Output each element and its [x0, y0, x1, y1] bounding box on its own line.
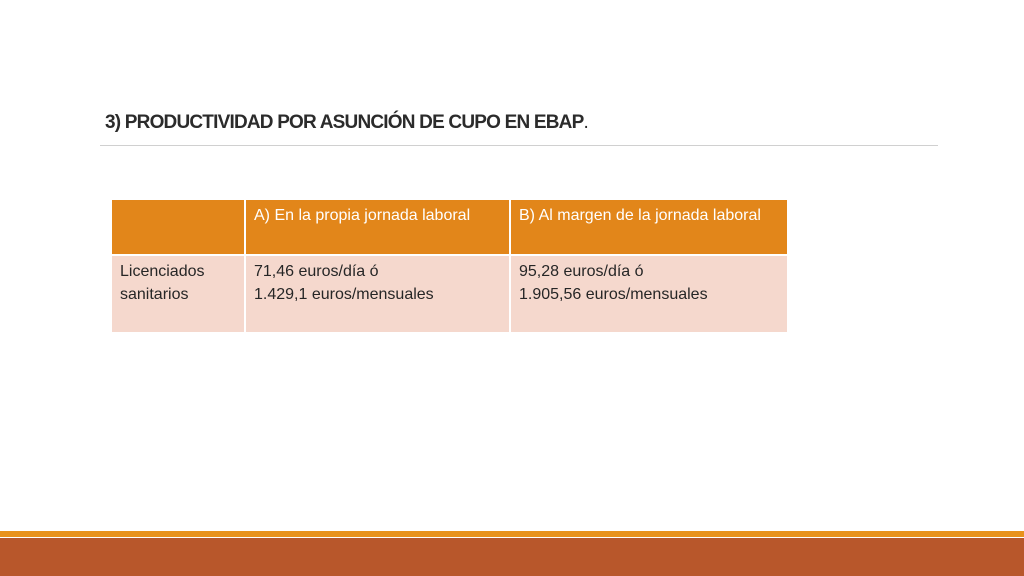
- footer-accent-bar: [0, 531, 1024, 537]
- productivity-table: A) En la propia jornada laboral B) Al ma…: [112, 200, 787, 332]
- footer-band: [0, 538, 1024, 576]
- slide-title-text: 3) PRODUCTIVIDAD POR ASUNCIÓN DE CUPO EN…: [105, 112, 584, 133]
- monthly-rate-a: 1.429,1 euros/mensuales: [254, 286, 434, 303]
- row-label-line: Licenciados: [120, 263, 205, 280]
- slide-title: 3) PRODUCTIVIDAD POR ASUNCIÓN DE CUPO EN…: [105, 112, 589, 134]
- daily-rate-b: 95,28 euros/día ó: [519, 263, 644, 280]
- header-cell-empty: [112, 200, 246, 256]
- title-divider: [100, 145, 938, 146]
- slide-title-punctuation: .: [583, 112, 588, 133]
- table-header-row: A) En la propia jornada laboral B) Al ma…: [112, 200, 787, 256]
- table-row: Licenciados sanitarios 71,46 euros/día ó…: [112, 255, 787, 332]
- header-cell-option-a: A) En la propia jornada laboral: [245, 200, 511, 256]
- value-cell-option-b: 95,28 euros/día ó 1.905,56 euros/mensual…: [510, 255, 787, 332]
- value-cell-option-a: 71,46 euros/día ó 1.429,1 euros/mensuale…: [245, 255, 511, 332]
- daily-rate-a: 71,46 euros/día ó: [254, 263, 379, 280]
- row-label-line: sanitarios: [120, 286, 189, 303]
- header-cell-option-b: B) Al margen de la jornada laboral: [510, 200, 787, 256]
- monthly-rate-b: 1.905,56 euros/mensuales: [519, 286, 708, 303]
- row-label-cell: Licenciados sanitarios: [112, 255, 246, 332]
